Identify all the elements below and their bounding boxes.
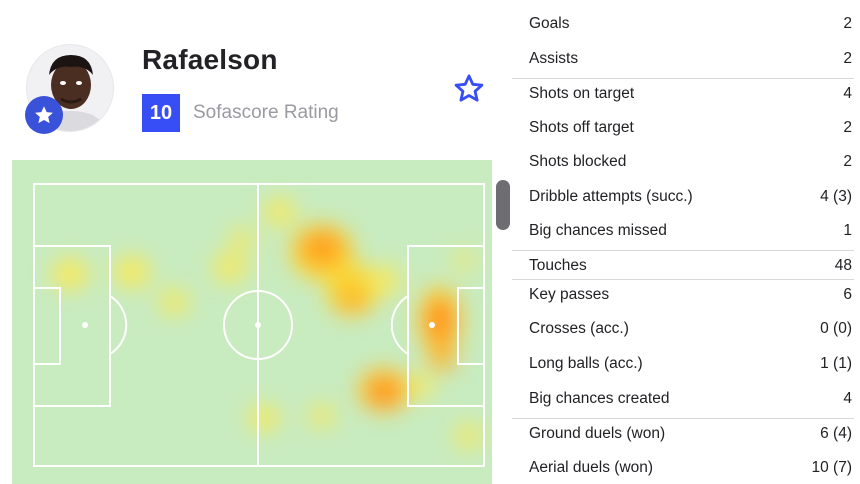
stat-value: 0 (0) [820,320,852,337]
stat-value: 48 [834,257,852,274]
stat-label: Shots blocked [529,153,627,170]
stat-label: Crosses (acc.) [529,320,629,337]
stat-row-big-chances-missed: Big chances missed 1 [512,222,854,240]
stat-row-touches: Touches 48 [512,257,854,275]
stat-label: Key passes [529,286,610,303]
stat-label: Assists [529,50,579,67]
pitch-lines [33,183,485,467]
rating-label: Sofascore Rating [193,102,339,123]
stat-label: Big chances created [529,390,670,407]
rating-badge: 10 [142,94,180,132]
stat-row-shots-blocked: Shots blocked 2 [512,153,854,171]
stat-value: 2 [843,119,852,136]
heatmap [12,160,492,484]
stat-value: 4 [843,390,852,407]
stat-label: Shots off target [529,119,634,136]
stat-value: 4 (3) [820,188,852,205]
stat-row-big-chances-created: Big chances created 4 [512,390,854,408]
divider [512,250,854,251]
stat-row-shots-off-target: Shots off target 2 [512,119,854,137]
heat-blobs [52,198,482,450]
stat-label: Touches [529,257,587,274]
favorite-button[interactable] [452,72,486,106]
divider [512,78,854,79]
stat-label: Big chances missed [529,222,667,239]
scrollbar-thumb[interactable] [496,180,510,230]
stat-value: 6 [843,286,852,303]
stat-row-goals: Goals 2 [512,15,854,33]
stat-row-crosses: Crosses (acc.) 0 (0) [512,320,854,338]
stat-row-key-passes: Key passes 6 [512,286,854,304]
stats-panel: Goals 2 Assists 2 Shots on target 4 Shot… [512,0,860,484]
stat-label: Aerial duels (won) [529,459,654,476]
stat-row-dribble-attempts: Dribble attempts (succ.) 4 (3) [512,188,854,206]
stat-value: 2 [843,50,852,67]
player-name: Rafaelson [142,44,278,75]
stat-value: 10 (7) [811,459,853,476]
stat-row-shots-on-target: Shots on target 4 [512,85,854,103]
star-badge-icon [25,96,63,134]
stat-value: 4 [843,85,852,102]
heatmap-pitch [12,160,492,484]
divider [512,418,854,419]
player-card: Rafaelson 10 Sofascore Rating [0,0,497,484]
stat-row-assists: Assists 2 [512,50,854,68]
stat-row-aerial-duels: Aerial duels (won) 10 (7) [512,459,854,477]
stat-row-ground-duels: Ground duels (won) 6 (4) [512,425,854,443]
stat-value: 1 [843,222,852,239]
stat-label: Goals [529,15,570,32]
stat-label: Ground duels (won) [529,425,666,442]
stat-label: Shots on target [529,85,635,102]
stat-label: Dribble attempts (succ.) [529,188,693,205]
stat-label: Long balls (acc.) [529,355,643,372]
stat-row-long-balls: Long balls (acc.) 1 (1) [512,355,854,373]
stat-value: 2 [843,153,852,170]
stat-value: 2 [843,15,852,32]
player-header: Rafaelson 10 Sofascore Rating [0,0,497,160]
star-outline-icon [454,74,484,102]
stat-value: 6 (4) [820,425,852,442]
stat-value: 1 (1) [820,355,852,372]
divider [512,279,854,280]
